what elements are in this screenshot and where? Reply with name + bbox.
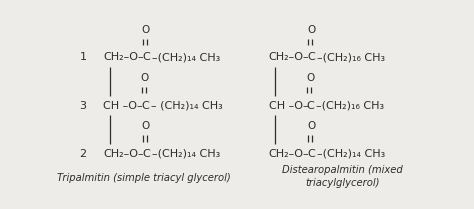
Text: O: O [142, 121, 150, 131]
Text: O: O [306, 73, 314, 83]
Text: C: C [142, 52, 150, 62]
Text: –(CH₂)₁₄ CH₃: –(CH₂)₁₄ CH₃ [317, 149, 385, 159]
Text: 3: 3 [80, 101, 87, 111]
Text: C: C [141, 101, 149, 111]
Text: triacylglycerol): triacylglycerol) [305, 178, 379, 188]
Text: O: O [307, 121, 315, 131]
Text: O: O [142, 25, 150, 35]
Text: – (CH₂)₁₄ CH₃: – (CH₂)₁₄ CH₃ [151, 101, 222, 111]
Text: –(CH₂)₁₆ CH₃: –(CH₂)₁₆ CH₃ [317, 52, 385, 62]
Text: CH –O–: CH –O– [269, 101, 308, 111]
Text: CH₂–O–: CH₂–O– [103, 52, 144, 62]
Text: CH –O–: CH –O– [103, 101, 143, 111]
Text: CH₂–O–: CH₂–O– [103, 149, 144, 159]
Text: C: C [306, 101, 314, 111]
Text: C: C [307, 149, 315, 159]
Text: C: C [142, 149, 150, 159]
Text: –(CH₂)₁₄ CH₃: –(CH₂)₁₄ CH₃ [152, 52, 220, 62]
Text: C: C [307, 52, 315, 62]
Text: CH₂–O–: CH₂–O– [269, 149, 309, 159]
Text: Distearopalmitin (mixed: Distearopalmitin (mixed [282, 165, 402, 175]
Text: 2: 2 [80, 149, 87, 159]
Text: –(CH₂)₁₆ CH₃: –(CH₂)₁₆ CH₃ [316, 101, 384, 111]
Text: O: O [307, 25, 315, 35]
Text: 1: 1 [80, 52, 87, 62]
Text: O: O [141, 73, 149, 83]
Text: Tripalmitin (simple triacyl glycerol): Tripalmitin (simple triacyl glycerol) [57, 173, 231, 183]
Text: CH₂–O–: CH₂–O– [269, 52, 309, 62]
Text: –(CH₂)₁₄ CH₃: –(CH₂)₁₄ CH₃ [152, 149, 220, 159]
